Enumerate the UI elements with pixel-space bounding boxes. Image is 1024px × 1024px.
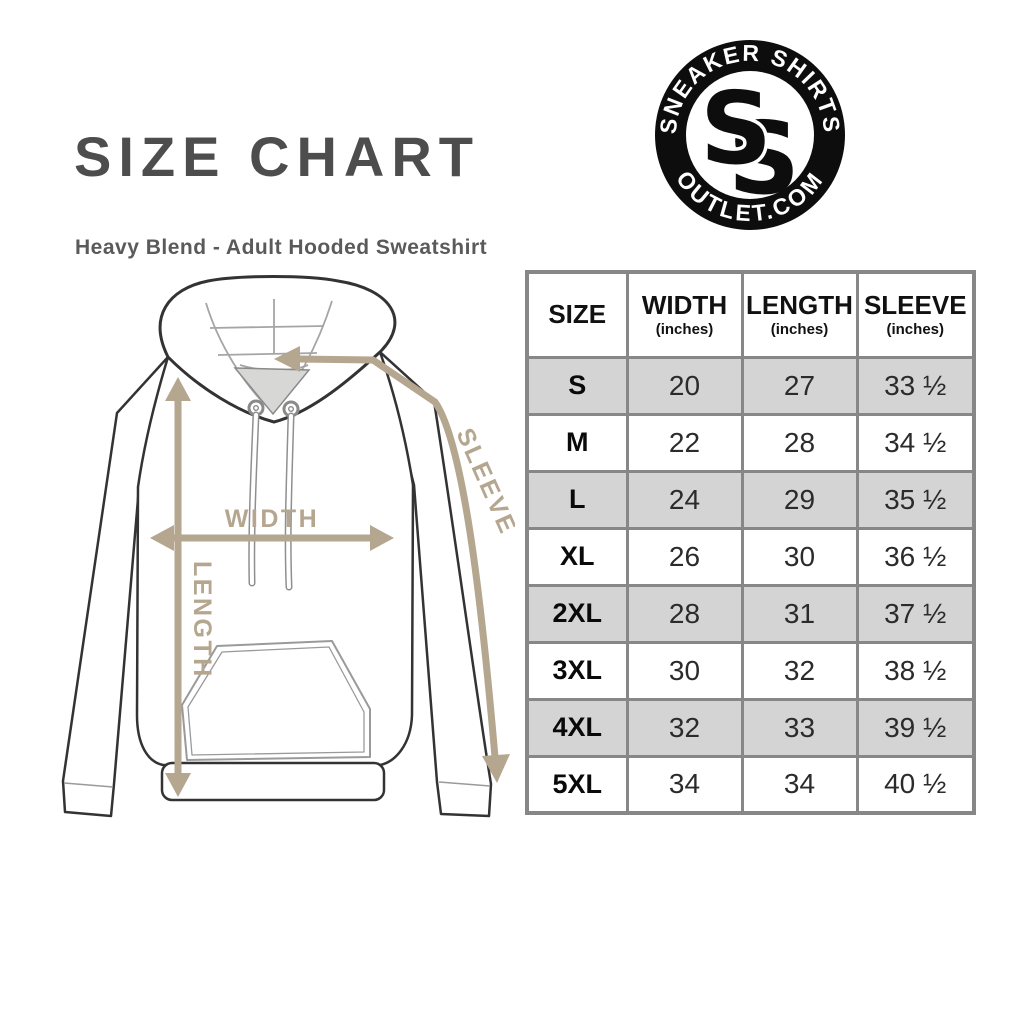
hoodie-hood [158, 275, 397, 424]
value-cell: 34 ½ [855, 412, 976, 473]
right-cuff-seam [438, 781, 491, 787]
drawstring-right-core [286, 414, 293, 589]
table-row: 3XL 30 32 38 ½ [525, 640, 976, 701]
size-cell: S [525, 355, 629, 416]
logo-inner-disc [686, 71, 814, 199]
size-cell: 3XL [525, 640, 629, 701]
size-table-header-cell: LENGTH (inches) [740, 270, 859, 359]
drawstring-eyelets [247, 399, 300, 418]
value-cell: 38 ½ [855, 640, 976, 701]
value-cell: 33 ½ [855, 355, 976, 416]
size-table-head-row: SIZE WIDTH (inches) LENGTH (inches) SLEEVE (in… [525, 270, 976, 359]
table-row: 5XL 34 34 40 ½ [525, 754, 976, 815]
size-cell: 2XL [525, 583, 629, 644]
page-subtitle: Heavy Blend - Adult Hooded Sweatshirt [75, 236, 488, 259]
value-cell: 26 [625, 526, 744, 587]
value-cell: 22 [625, 412, 744, 473]
size-cell: XL [525, 526, 629, 587]
value-cell: 39 ½ [855, 697, 976, 758]
value-cell: 32 [625, 697, 744, 758]
size-table-header-cell: SLEEVE (inches) [855, 270, 976, 359]
size-table-body: S 20 27 33 ½ M 22 28 34 ½ L 24 29 35 ½ XL 26 30 36 ½ 2XL… [525, 355, 976, 815]
value-cell: 27 [740, 355, 859, 416]
left-cuff-seam [63, 782, 114, 788]
hoodie-waistband [160, 761, 386, 802]
page-title: SIZE CHART [74, 125, 480, 188]
value-cell: 32 [740, 640, 859, 701]
size-cell: 5XL [525, 754, 629, 815]
table-row: XL 26 30 36 ½ [525, 526, 976, 587]
size-table: SIZE WIDTH (inches) LENGTH (inches) SLEEVE (in… [525, 270, 976, 815]
value-cell: 36 ½ [855, 526, 976, 587]
length-label: LENGTH [188, 561, 216, 679]
drawstring-left-core [249, 413, 258, 585]
monogram-s-front: S [700, 70, 772, 187]
table-row: M 22 28 34 ½ [525, 412, 976, 473]
logo-ss-monogram: S S [696, 67, 800, 218]
value-cell: 31 [740, 583, 859, 644]
width-arrow [150, 525, 394, 551]
hoodie-right-sleeve [378, 350, 493, 818]
size-cell: 4XL [525, 697, 629, 758]
hoodie-pocket [181, 640, 371, 761]
value-cell: 34 [740, 754, 859, 815]
value-cell: 20 [625, 355, 744, 416]
table-row: 2XL 28 31 37 ½ [525, 583, 976, 644]
length-arrow [165, 377, 191, 797]
value-cell: 37 ½ [855, 583, 976, 644]
value-cell: 28 [740, 412, 859, 473]
monogram-s-back: S [728, 100, 800, 217]
value-cell: 30 [625, 640, 744, 701]
measure-arrows [150, 346, 510, 797]
value-cell: 24 [625, 469, 744, 530]
sleeve-arrow [274, 346, 510, 783]
hoodie-diagram: WIDTH LENGTH SLEEVE [61, 275, 515, 818]
value-cell: 40 ½ [855, 754, 976, 815]
hood-chest-triangle [233, 367, 311, 416]
size-table-header-cell: WIDTH (inches) [625, 270, 744, 359]
table-row: 4XL 32 33 39 ½ [525, 697, 976, 758]
width-label: WIDTH [225, 505, 319, 533]
size-cell: M [525, 412, 629, 473]
size-cell: L [525, 469, 629, 530]
value-cell: 30 [740, 526, 859, 587]
value-cell: 33 [740, 697, 859, 758]
value-cell: 35 ½ [855, 469, 976, 530]
table-row: L 24 29 35 ½ [525, 469, 976, 530]
value-cell: 28 [625, 583, 744, 644]
table-row: S 20 27 33 ½ [525, 355, 976, 416]
brand-logo: SNEAKER SHIRTS OUTLET.COM S S [655, 40, 845, 230]
size-table-header-cell: SIZE [525, 270, 629, 359]
hoodie-pocket-stitch [187, 646, 365, 756]
value-cell: 34 [625, 754, 744, 815]
hood-fold-line-2 [217, 352, 318, 356]
value-cell: 29 [740, 469, 859, 530]
hood-fold-line-1 [209, 325, 325, 329]
